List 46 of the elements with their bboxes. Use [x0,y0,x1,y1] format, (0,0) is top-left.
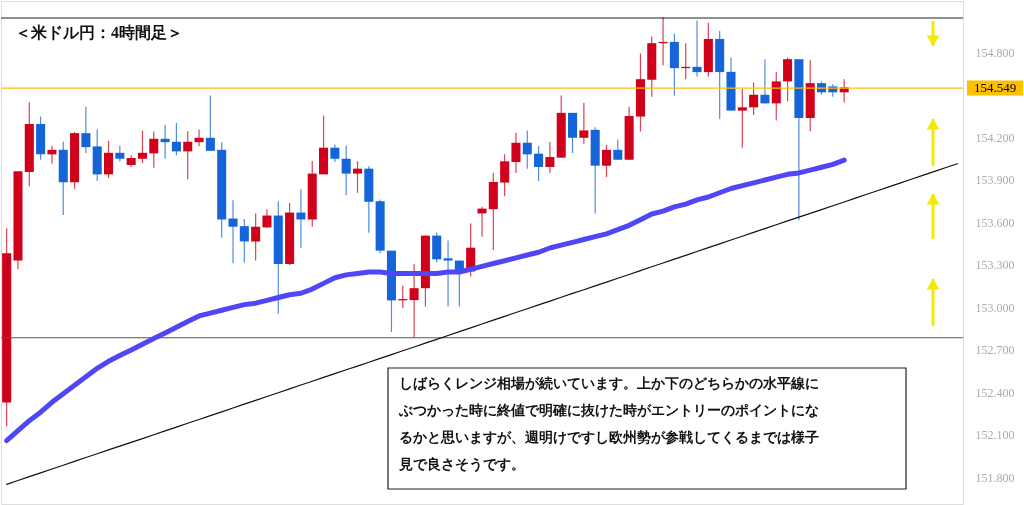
candlestick [534,145,544,182]
candlestick [183,130,193,180]
candlestick [137,129,147,164]
candlestick [443,240,453,308]
candlestick [579,102,589,145]
candlestick [352,160,363,194]
y-tick-label: 152.100 [975,428,1015,443]
candlestick [228,199,238,264]
line-series [6,163,958,485]
candlestick [239,218,249,264]
y-tick-label: 153.600 [975,215,1015,230]
y-tick-label: 151.800 [975,470,1015,485]
ref-line-label: 154.549 [973,80,1017,96]
candlestick [522,129,532,170]
y-tick-label: 154.800 [975,46,1015,61]
candlestick [103,140,114,179]
candlestick [194,128,204,147]
y-tick-label: 152.400 [975,385,1015,400]
candlestick [601,144,612,178]
candlestick [783,56,793,102]
candlestick [81,106,91,154]
candlestick [341,144,351,196]
candlestick [409,263,419,339]
text: ＜米ドル円：4時間足＞ [15,24,183,41]
candlestick [511,132,521,174]
candlestick [296,188,306,249]
candlestick [500,153,510,197]
annotation: しばらくレンジ相場が続いています。上か下のどちらかの水平線にぶつかった時に終値で明確に抜けた時がエントリーのポイントになるかと思いますが、週明けですし欧州勢が参戦してくるまでは様子見で良さそうです。 [398,376,819,473]
y-tick-label: 153.000 [975,300,1015,315]
candlestick [149,130,159,169]
y-tick-label: 153.300 [975,258,1015,273]
candlestick [205,95,215,152]
candlestick [613,138,623,161]
candlestick [737,88,747,149]
candlestick [771,71,781,122]
y-tick-label: 152.700 [975,343,1015,358]
candlestick [760,58,770,104]
candlestick [251,212,261,262]
candlestick [749,81,759,116]
candlestick [171,122,181,156]
y-tick-label: 153.900 [975,173,1015,188]
candlestick [545,141,555,174]
candlestick [692,19,702,78]
candlestick [477,206,487,238]
candlestick [432,232,442,264]
y-tick-label: 154.200 [975,131,1015,146]
